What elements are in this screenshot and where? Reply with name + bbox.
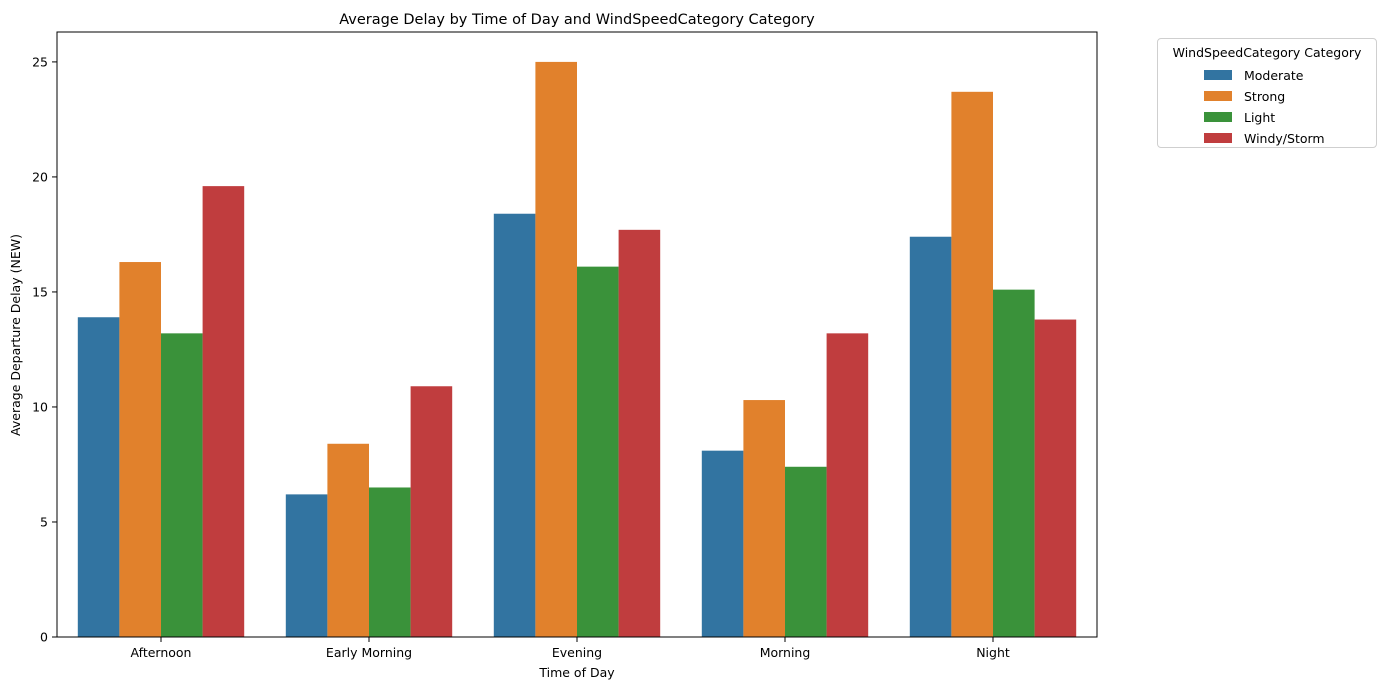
x-axis-label: Time of Day	[538, 665, 615, 680]
legend-label-moderate: Moderate	[1244, 67, 1304, 83]
bar-early-morning-light	[369, 487, 411, 637]
bar-early-morning-strong	[327, 443, 369, 637]
x-tick-label-evening: Evening	[552, 645, 602, 660]
bar-morning-light	[785, 466, 827, 637]
legend-swatch-strong	[1204, 91, 1232, 101]
bar-night-light	[993, 289, 1035, 637]
bar-night-strong	[951, 91, 993, 638]
bar-night-windy-storm	[1034, 319, 1077, 637]
legend-item-windy-storm: Windy/Storm	[1204, 130, 1325, 146]
legend-label-light: Light	[1244, 109, 1276, 125]
legend-label-windy-storm: Windy/Storm	[1244, 130, 1325, 146]
bar-morning-strong	[743, 400, 785, 637]
x-tick-label-night: Night	[976, 645, 1010, 660]
bar-afternoon-moderate	[77, 317, 120, 637]
legend: WindSpeedCategory Category Moderate Stro…	[1157, 38, 1377, 148]
bar-afternoon-light	[161, 333, 203, 637]
legend-label-strong: Strong	[1244, 88, 1286, 104]
bar-afternoon-windy-storm	[202, 186, 245, 637]
legend-swatch-moderate	[1204, 70, 1232, 80]
bar-evening-windy-storm	[618, 229, 661, 637]
y-tick-label: 0	[40, 630, 48, 645]
legend-item-light: Light	[1204, 109, 1275, 125]
bar-morning-moderate	[701, 450, 744, 637]
y-tick-label: 5	[40, 514, 48, 529]
bar-night-moderate	[909, 236, 952, 638]
bar-evening-light	[577, 266, 619, 637]
bar-early-morning-moderate	[285, 494, 328, 637]
legend-swatch-light	[1204, 112, 1232, 122]
x-tick-label-morning: Morning	[760, 645, 811, 660]
y-tick-label: 15	[32, 284, 48, 299]
bar-morning-windy-storm	[826, 333, 869, 637]
y-tick-label: 25	[32, 54, 48, 69]
bar-afternoon-strong	[119, 262, 161, 637]
y-axis: 0 5 10 15 20 25	[32, 54, 57, 645]
x-axis: Afternoon Early Morning Evening Morning Nigh…	[131, 637, 1010, 660]
x-tick-label-afternoon: Afternoon	[131, 645, 192, 660]
bars-group	[77, 61, 1077, 638]
legend-item-strong: Strong	[1204, 88, 1285, 104]
bar-early-morning-windy-storm	[410, 386, 453, 637]
x-tick-label-early-morning: Early Morning	[326, 645, 412, 660]
y-tick-label: 10	[32, 399, 48, 414]
bar-evening-moderate	[493, 213, 536, 637]
legend-item-moderate: Moderate	[1204, 67, 1303, 83]
y-axis-label: Average Departure Delay (NEW)	[8, 234, 23, 436]
y-tick-label: 20	[32, 169, 48, 184]
legend-swatch-windy-storm	[1204, 133, 1232, 143]
chart-title: Average Delay by Time of Day and WindSpe…	[339, 12, 815, 28]
bar-evening-strong	[535, 61, 577, 637]
legend-title: WindSpeedCategory Category	[1172, 45, 1362, 60]
